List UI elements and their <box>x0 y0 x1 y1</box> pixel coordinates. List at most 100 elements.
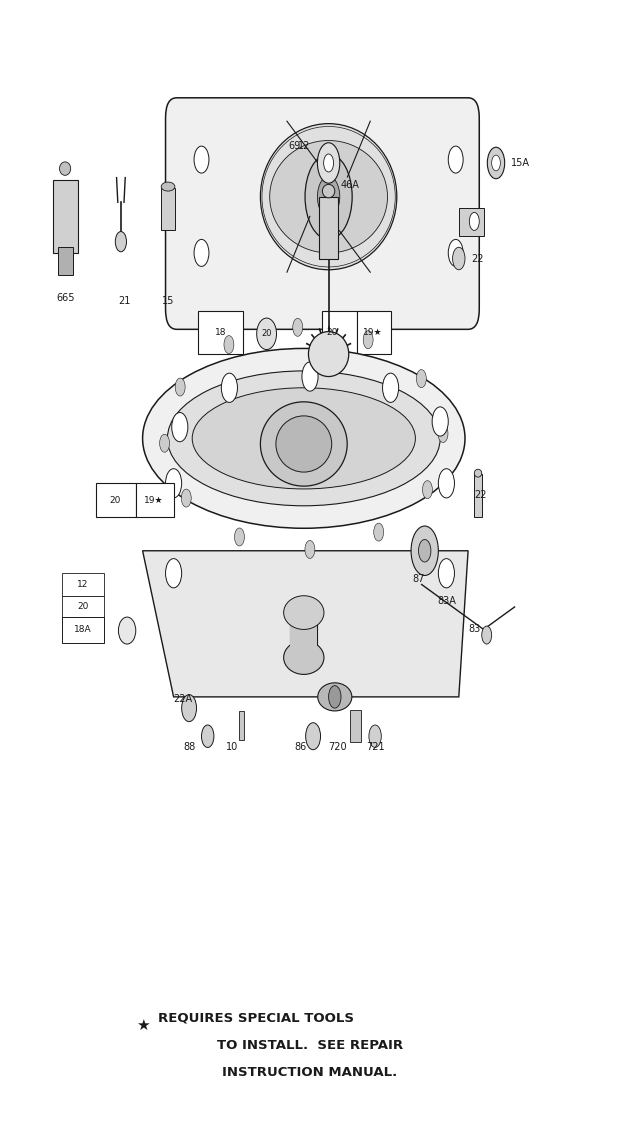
Bar <box>198 311 243 354</box>
Circle shape <box>224 336 234 354</box>
Bar <box>96 483 136 517</box>
Circle shape <box>293 318 303 336</box>
Ellipse shape <box>192 388 415 489</box>
Circle shape <box>194 146 209 173</box>
Bar <box>53 180 78 253</box>
Text: 721: 721 <box>366 743 384 752</box>
Text: 21: 21 <box>118 297 130 306</box>
Circle shape <box>305 154 352 239</box>
Circle shape <box>492 155 500 171</box>
Text: TO INSTALL.  SEE REPAIR: TO INSTALL. SEE REPAIR <box>217 1039 403 1052</box>
Bar <box>322 311 356 354</box>
Circle shape <box>221 373 237 402</box>
Ellipse shape <box>276 416 332 472</box>
Bar <box>319 197 338 259</box>
FancyBboxPatch shape <box>166 98 479 329</box>
Text: 18: 18 <box>215 328 226 337</box>
Bar <box>62 617 104 643</box>
Circle shape <box>383 373 399 402</box>
Ellipse shape <box>284 641 324 674</box>
Text: 22: 22 <box>471 254 484 263</box>
Circle shape <box>374 523 384 541</box>
Circle shape <box>317 143 340 183</box>
Circle shape <box>432 407 448 436</box>
Circle shape <box>422 481 432 499</box>
Text: 22: 22 <box>474 490 487 499</box>
Text: 720: 720 <box>329 743 347 752</box>
Circle shape <box>438 425 448 443</box>
Ellipse shape <box>309 332 348 377</box>
Bar <box>239 711 244 740</box>
Circle shape <box>369 725 381 747</box>
Ellipse shape <box>260 401 347 486</box>
Bar <box>459 208 484 236</box>
Bar <box>58 247 73 275</box>
Text: 12: 12 <box>78 580 89 589</box>
Text: 88: 88 <box>183 743 195 752</box>
Text: 20: 20 <box>326 328 337 337</box>
Circle shape <box>194 239 209 266</box>
Text: 18A: 18A <box>74 625 92 634</box>
Circle shape <box>234 528 244 546</box>
Ellipse shape <box>257 318 277 350</box>
Circle shape <box>317 176 340 217</box>
Bar <box>356 311 391 354</box>
Text: 87: 87 <box>412 574 425 583</box>
Circle shape <box>438 469 454 498</box>
Bar <box>62 573 104 596</box>
Bar <box>474 474 482 517</box>
Text: 46A: 46A <box>341 181 360 190</box>
Circle shape <box>159 434 169 452</box>
Circle shape <box>202 725 214 747</box>
Circle shape <box>324 154 334 172</box>
Text: 10: 10 <box>226 743 239 752</box>
Circle shape <box>302 362 318 391</box>
Text: 22A: 22A <box>174 695 192 704</box>
Text: 20: 20 <box>78 602 89 611</box>
Circle shape <box>166 469 182 498</box>
Text: 69: 69 <box>288 142 301 151</box>
Text: 15: 15 <box>162 297 174 306</box>
Circle shape <box>438 559 454 588</box>
Circle shape <box>417 370 427 388</box>
Ellipse shape <box>118 617 136 644</box>
Circle shape <box>453 247 465 270</box>
Circle shape <box>448 146 463 173</box>
Text: 20: 20 <box>262 329 272 338</box>
Circle shape <box>182 695 197 722</box>
Ellipse shape <box>270 140 388 253</box>
Polygon shape <box>143 551 468 697</box>
Text: INSTRUCTION MANUAL.: INSTRUCTION MANUAL. <box>223 1066 397 1079</box>
Text: 19★: 19★ <box>144 496 164 505</box>
Circle shape <box>418 540 431 562</box>
Ellipse shape <box>322 184 335 198</box>
Circle shape <box>175 378 185 396</box>
Circle shape <box>172 413 188 442</box>
Text: 83: 83 <box>468 625 481 634</box>
Circle shape <box>482 626 492 644</box>
Ellipse shape <box>60 162 71 175</box>
Circle shape <box>166 559 182 588</box>
Circle shape <box>329 686 341 708</box>
Ellipse shape <box>284 596 324 629</box>
Text: 86: 86 <box>294 743 307 752</box>
Circle shape <box>469 212 479 230</box>
Text: 15A: 15A <box>512 158 530 167</box>
Circle shape <box>448 239 463 266</box>
Ellipse shape <box>161 182 175 191</box>
Circle shape <box>181 489 191 507</box>
Circle shape <box>306 723 321 750</box>
Text: ★: ★ <box>136 1017 149 1033</box>
Circle shape <box>363 330 373 348</box>
Ellipse shape <box>167 371 440 506</box>
Text: 20: 20 <box>109 496 120 505</box>
Ellipse shape <box>260 124 397 270</box>
Text: REQUIRES SPECIAL TOOLS: REQUIRES SPECIAL TOOLS <box>158 1012 354 1025</box>
Bar <box>136 483 174 517</box>
Bar <box>350 710 361 742</box>
Bar <box>62 596 104 618</box>
Circle shape <box>487 147 505 179</box>
Text: 665: 665 <box>56 293 75 302</box>
Text: 12: 12 <box>298 142 310 151</box>
Circle shape <box>411 526 438 575</box>
